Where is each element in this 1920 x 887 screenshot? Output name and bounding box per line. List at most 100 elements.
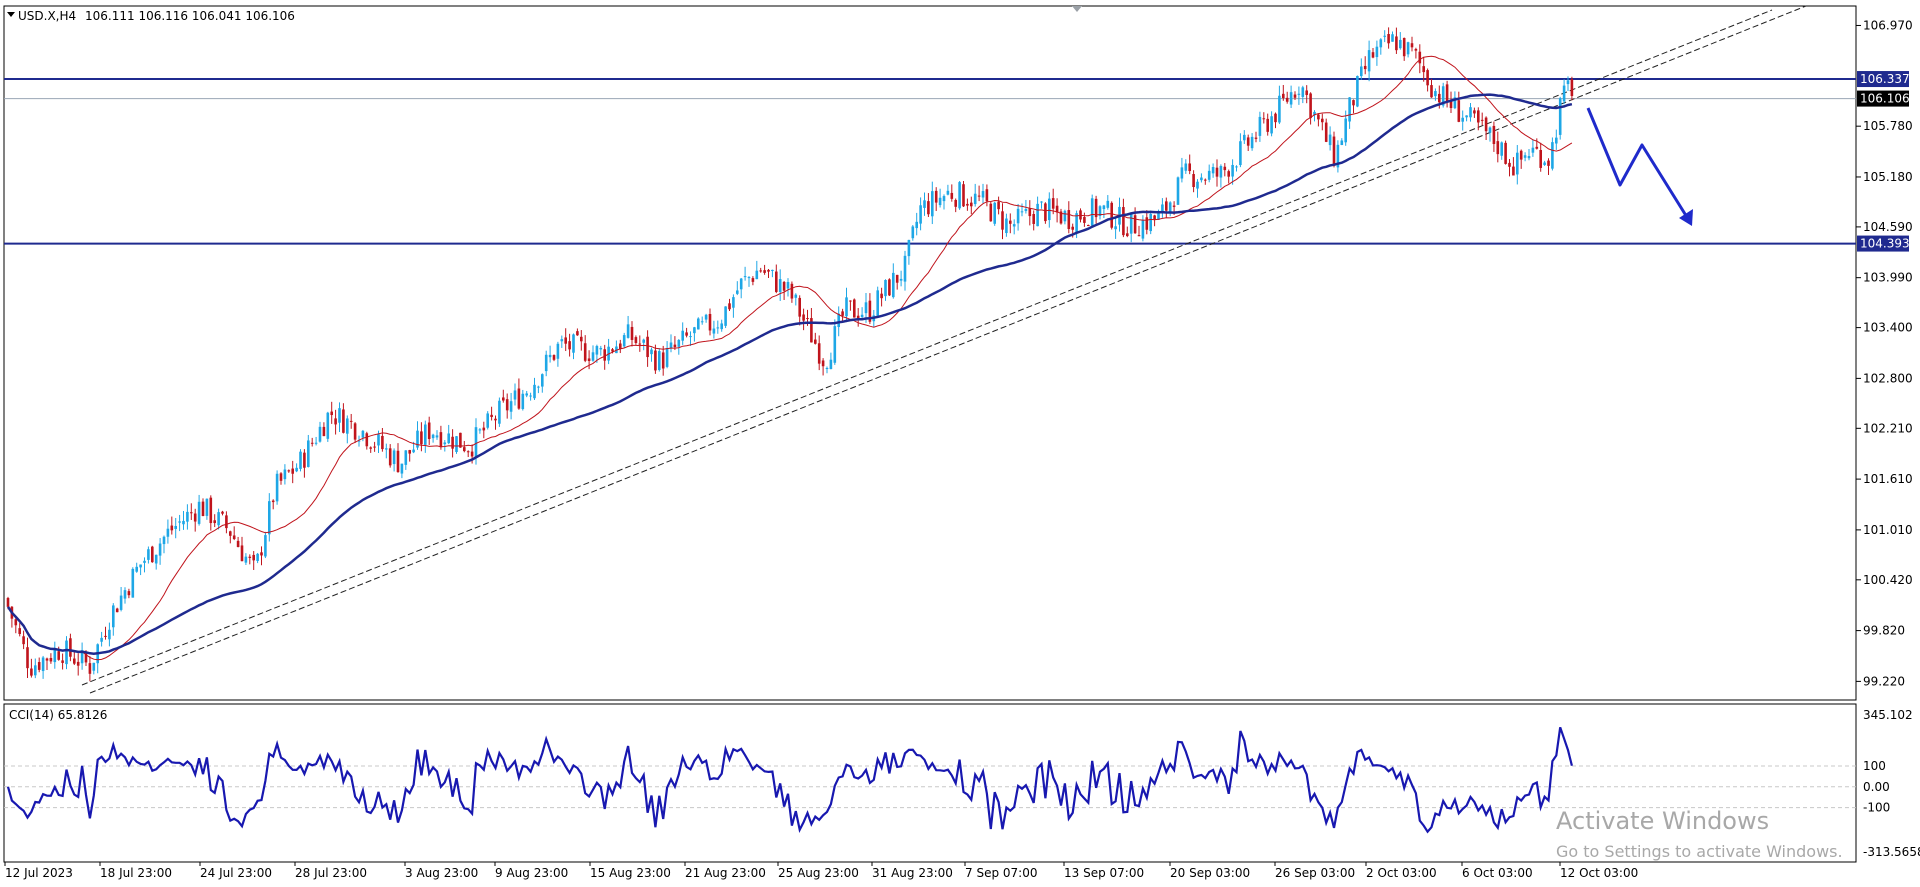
time-tick-label: 12 Oct 03:00 <box>1560 866 1638 880</box>
bear-candle <box>1192 170 1195 193</box>
bull-candle <box>1379 38 1383 55</box>
bull-candle <box>938 188 942 208</box>
bull-candle <box>392 448 396 472</box>
bull-candle <box>833 319 837 365</box>
bull-candle <box>1531 139 1535 157</box>
trendline-channel[interactable] <box>81 9 1773 686</box>
time-tick-label: 21 Aug 23:00 <box>685 866 766 880</box>
bear-candle <box>291 460 294 484</box>
bear-candle <box>201 498 205 517</box>
bull-candle <box>677 339 681 355</box>
bull-candle <box>548 345 552 363</box>
bear-candle <box>49 653 53 664</box>
bear-candle <box>505 393 509 419</box>
bear-candle <box>763 264 766 275</box>
bear-candle <box>977 185 981 202</box>
bear-candle <box>1309 92 1312 125</box>
time-tick-label: 15 Aug 23:00 <box>590 866 671 880</box>
bear-candle <box>1492 121 1496 152</box>
bull-candle <box>1500 141 1503 160</box>
bull-candle <box>385 443 388 459</box>
bull-candle <box>1106 195 1110 210</box>
bull-candle <box>1399 32 1402 50</box>
bear-candle <box>1215 159 1219 187</box>
bear-candle <box>634 335 638 345</box>
bull-candle <box>314 436 318 446</box>
cci-line[interactable] <box>6 726 1573 834</box>
bull-candle <box>845 287 848 323</box>
bull-candle <box>1016 203 1020 231</box>
bear-candle <box>1508 158 1511 177</box>
bull-candle <box>264 531 267 559</box>
price-tick-label: 101.010 <box>1863 523 1913 537</box>
bear-candle <box>814 332 817 345</box>
time-tick-label: 26 Sep 03:00 <box>1275 866 1355 880</box>
bull-candle <box>591 345 595 362</box>
projection-arrow[interactable] <box>1586 107 1692 223</box>
bear-candle <box>1317 113 1320 127</box>
chart-shift-marker-icon[interactable] <box>1072 6 1082 12</box>
bull-candle <box>416 421 419 450</box>
bull-candle <box>205 498 209 520</box>
bull-candle <box>1558 96 1562 140</box>
bear-candle <box>841 308 844 322</box>
bear-candle <box>287 469 291 473</box>
bull-candle <box>174 517 177 539</box>
bull-candle <box>158 538 162 565</box>
bull-candle <box>1040 201 1043 209</box>
bear-candle <box>1051 188 1055 215</box>
projection-arrowhead-icon <box>1679 209 1693 226</box>
bull-candle <box>326 411 330 442</box>
bull-candle <box>915 212 918 236</box>
bear-candle <box>685 327 688 338</box>
activate-windows-subtitle: Go to Settings to activate Windows. <box>1556 842 1843 861</box>
bear-candle <box>271 499 275 510</box>
bear-candle <box>962 181 965 207</box>
cci-tick-label: 0.00 <box>1863 780 1890 794</box>
bear-candle <box>1512 157 1515 176</box>
bull-candle <box>1375 40 1379 66</box>
bear-candle <box>427 416 431 446</box>
bear-candle <box>115 607 119 613</box>
bear-candle <box>73 650 76 666</box>
bull-candle <box>1461 110 1464 131</box>
bear-candle <box>236 536 240 548</box>
bull-candle <box>147 546 150 564</box>
bear-candle <box>728 298 731 312</box>
bull-candle <box>513 383 517 406</box>
bull-candle <box>131 567 135 598</box>
bull-candle <box>907 239 911 265</box>
resistance-level-price-tag <box>1857 71 1909 88</box>
price-tick-label: 99.820 <box>1863 624 1905 638</box>
bear-candle <box>1504 140 1507 165</box>
bull-candle <box>946 184 950 196</box>
bear-candle <box>229 530 232 544</box>
bull-candle <box>357 435 361 447</box>
bull-candle <box>958 181 961 210</box>
bear-candle <box>1422 56 1425 82</box>
bear-candle <box>18 623 21 637</box>
bear-candle <box>463 440 466 453</box>
bear-candle <box>365 431 369 450</box>
price-tick-label: 102.800 <box>1863 371 1913 385</box>
bull-candle <box>346 415 349 444</box>
trendline-channel[interactable] <box>89 5 1807 694</box>
bull-candle <box>1383 30 1386 43</box>
main-chart-frame <box>3 5 1857 701</box>
moving-average-fast[interactable] <box>7 55 1573 661</box>
bull-candle <box>572 333 575 360</box>
bull-candle <box>1469 103 1472 122</box>
bull-candle <box>108 622 111 647</box>
symbol-dropdown-icon[interactable] <box>7 12 15 17</box>
bull-candle <box>112 603 115 636</box>
bull-candle <box>1391 31 1394 42</box>
bull-candle <box>1328 126 1332 151</box>
bear-candle <box>970 196 973 215</box>
bull-candle <box>544 350 548 377</box>
bear-candle <box>654 344 657 374</box>
bear-candle <box>853 298 856 318</box>
moving-average-slow[interactable] <box>6 93 1573 655</box>
bear-candle <box>349 413 353 429</box>
